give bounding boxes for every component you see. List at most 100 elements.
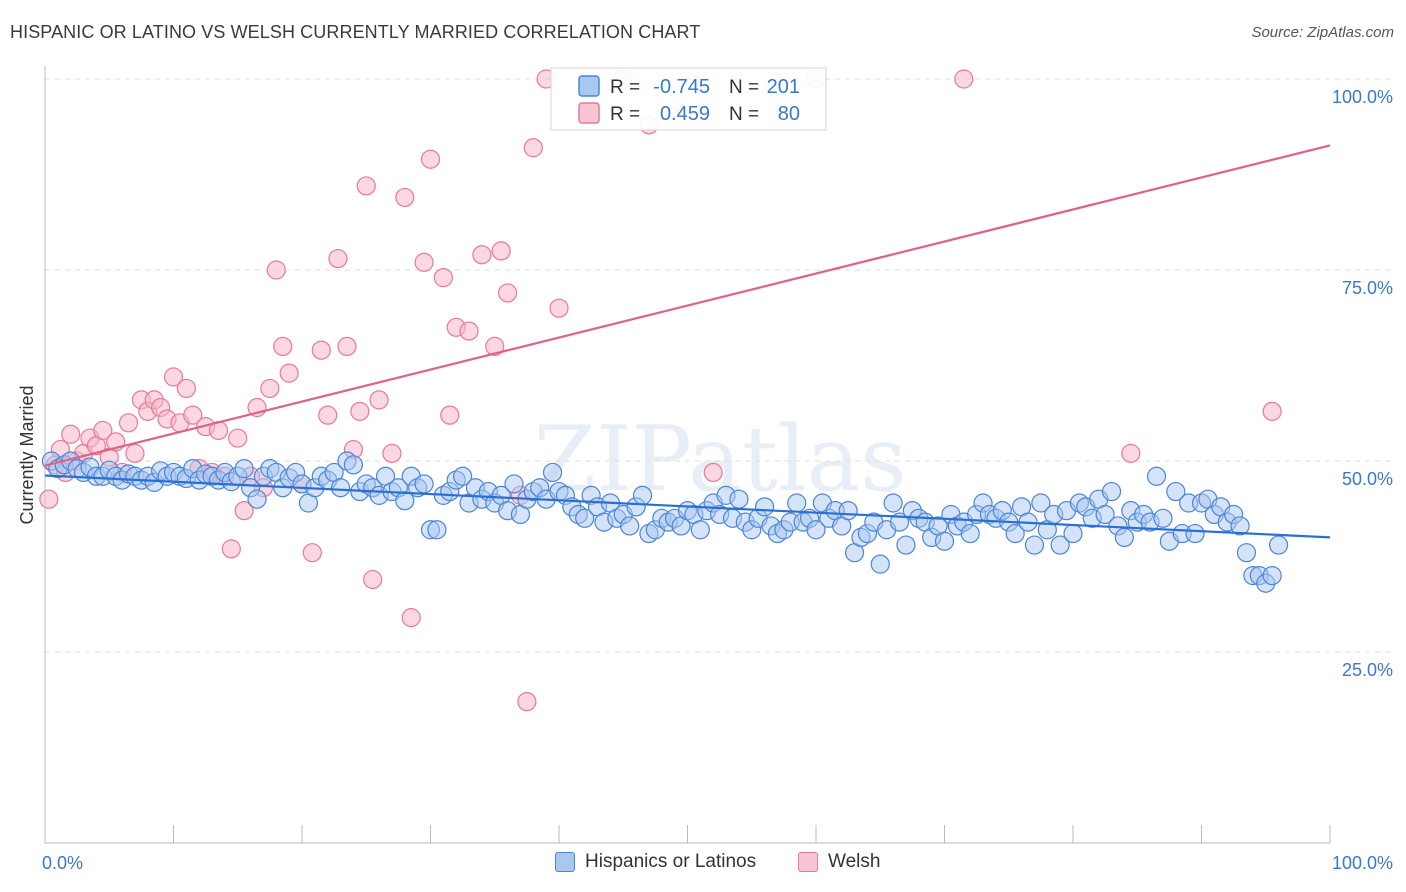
welsh-point: [549, 298, 569, 318]
legend-item-welsh[interactable]: Welsh: [798, 851, 880, 873]
hispanic-point: [330, 478, 351, 498]
hispanic-point: [896, 535, 916, 555]
bottom-legend: Hispanics or Latinos Welsh: [0, 851, 1406, 879]
welsh-point: [266, 260, 286, 280]
welsh-point: [401, 608, 421, 628]
hispanic-point: [1050, 535, 1070, 555]
y-tick-label: 25.0%: [1342, 660, 1393, 680]
hispanic-point: [1268, 535, 1289, 555]
y-tick-label: 75.0%: [1342, 278, 1393, 298]
welsh-point: [382, 443, 402, 463]
hispanic-point: [787, 493, 807, 513]
legend-label-welsh: Welsh: [828, 851, 881, 872]
x-tick-label: 100.0%: [1332, 853, 1393, 873]
welsh-point: [440, 405, 460, 425]
welsh-point: [414, 252, 434, 272]
x-tick-label: 0.0%: [42, 853, 83, 873]
welsh-point: [433, 268, 453, 288]
welsh-point: [369, 390, 389, 410]
welsh-point: [176, 378, 196, 399]
hispanic-point: [690, 520, 710, 540]
legend-label-hispanics: Hispanics or Latinos: [585, 851, 757, 872]
welsh-point: [61, 424, 81, 444]
welsh-point: [1121, 443, 1141, 463]
stats-legend: R = -0.745 N = 201 R = 0.459 N = 80: [550, 67, 827, 131]
hispanic-point: [1153, 508, 1173, 528]
hispanic-point: [1114, 527, 1135, 548]
stats-r-value: -0.745: [653, 76, 710, 98]
stats-n-value: 201: [767, 76, 800, 98]
hispanic-point: [806, 520, 826, 540]
hispanic-point: [427, 520, 447, 540]
y-axis-label: Currently Married: [17, 385, 37, 524]
welsh-point: [703, 462, 723, 483]
welsh-point: [356, 176, 376, 196]
stats-r-label: R =: [610, 104, 640, 125]
stats-swatch: [578, 75, 600, 97]
legend-item-hispanics[interactable]: Hispanics or Latinos: [555, 851, 756, 873]
welsh-point: [183, 405, 203, 425]
welsh-point: [491, 241, 511, 261]
hispanic-point: [234, 459, 254, 479]
welsh-trend-line: [44, 144, 1331, 467]
hispanic-point: [1166, 481, 1186, 502]
hispanic-point: [1005, 523, 1025, 544]
hispanic-point: [1101, 481, 1122, 502]
welsh-point: [163, 367, 184, 387]
welsh-point: [517, 692, 537, 712]
stats-swatch: [578, 102, 600, 124]
tick-labels: 25.0% 50.0% 75.0% 100.0% 0.0% 100.0%: [42, 87, 1393, 873]
welsh-point: [472, 245, 492, 265]
welsh-point: [221, 539, 241, 559]
chart-title: HISPANIC OR LATINO VS WELSH CURRENTLY MA…: [10, 22, 701, 42]
welsh-point: [498, 283, 518, 303]
hispanic-point: [870, 554, 890, 574]
welsh-point: [279, 363, 299, 383]
welsh-point: [228, 428, 248, 448]
hispanic-point: [1185, 523, 1205, 544]
hispanic-point: [754, 497, 775, 517]
y-tick-label: 50.0%: [1342, 469, 1393, 489]
trend-lines: [44, 144, 1331, 539]
hispanic-point: [1230, 516, 1250, 536]
hispanic-point: [575, 508, 595, 528]
hispanic-point: [729, 489, 749, 509]
stats-r-value: 0.459: [660, 103, 710, 125]
hispanic-point: [542, 462, 563, 483]
welsh-point: [311, 340, 331, 360]
stats-n-label: N =: [729, 104, 759, 125]
hispanic-point: [1146, 466, 1167, 486]
welsh-point: [318, 405, 338, 425]
welsh-point: [260, 378, 280, 399]
hispanic-point: [620, 516, 640, 536]
hispanic-point: [395, 491, 415, 511]
stats-r-label: R =: [610, 77, 640, 98]
welsh-point: [1262, 401, 1282, 421]
y-tick-label: 100.0%: [1332, 87, 1393, 107]
data-points: [39, 69, 1289, 712]
stats-n-value: 80: [778, 103, 800, 125]
hispanic-point: [1063, 523, 1083, 544]
hispanic-point: [414, 474, 434, 494]
welsh-point: [420, 149, 441, 169]
welsh-point: [350, 401, 370, 421]
welsh-point: [118, 413, 139, 433]
legend-swatch-blue: [555, 852, 575, 872]
welsh-point: [302, 543, 322, 563]
welsh-point: [93, 420, 113, 441]
welsh-point: [337, 336, 357, 356]
hispanic-point: [883, 493, 903, 513]
welsh-point: [273, 336, 293, 356]
welsh-point: [954, 69, 974, 89]
grid-lines: [45, 78, 1392, 653]
hispanic-point: [247, 489, 267, 509]
hispanic-point: [960, 523, 980, 544]
hispanic-point: [838, 501, 858, 521]
hispanic-point: [934, 531, 955, 551]
hispanic-point: [453, 466, 473, 486]
welsh-point: [363, 569, 383, 590]
source-label: Source: ZipAtlas.com: [1251, 24, 1394, 41]
legend-swatch-pink: [798, 852, 818, 872]
welsh-point: [125, 443, 145, 463]
